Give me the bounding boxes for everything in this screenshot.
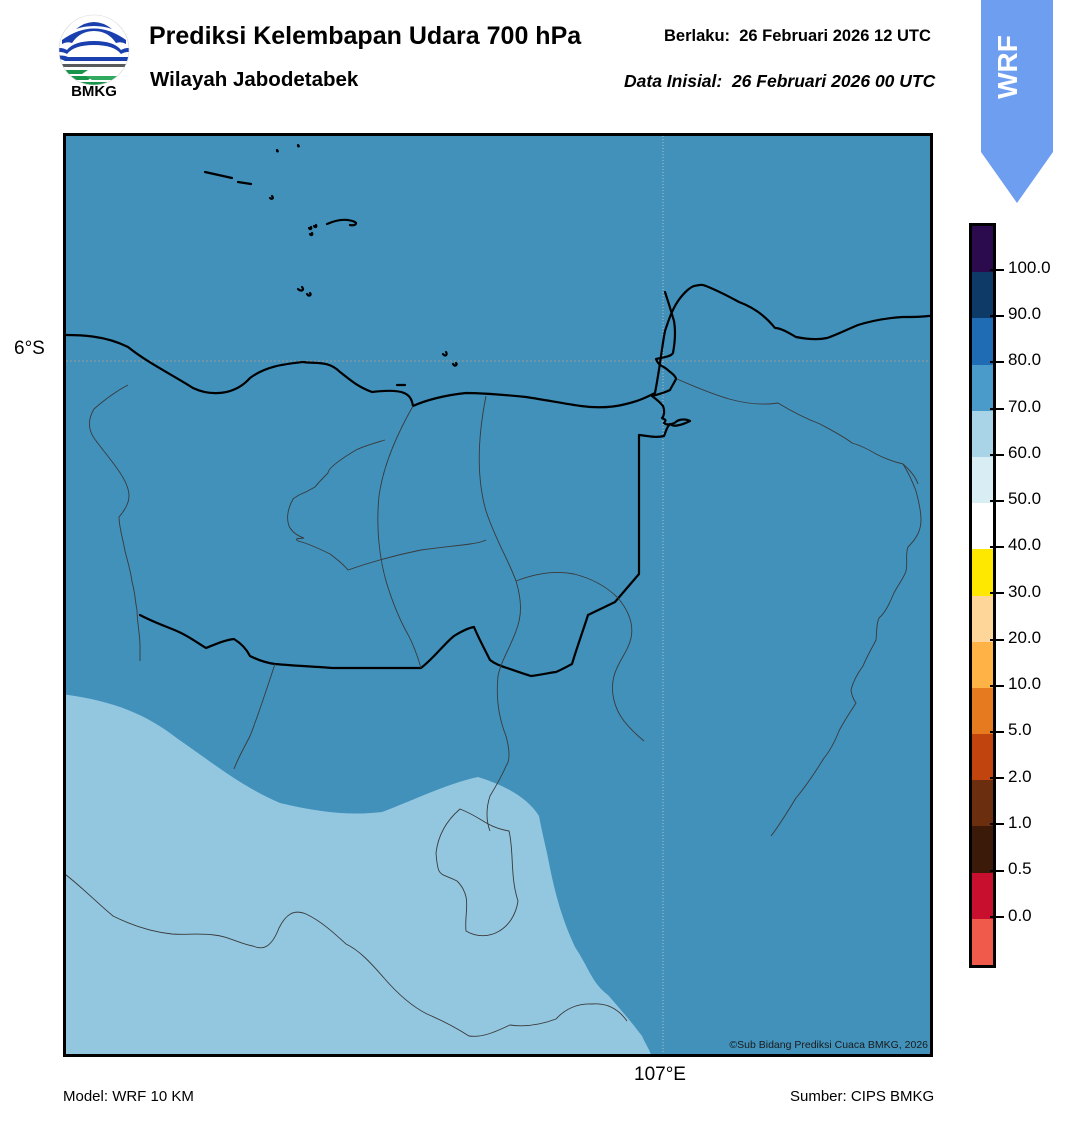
svg-text:WRF: WRF [992,35,1023,99]
svg-text:BMKG: BMKG [71,83,117,100]
